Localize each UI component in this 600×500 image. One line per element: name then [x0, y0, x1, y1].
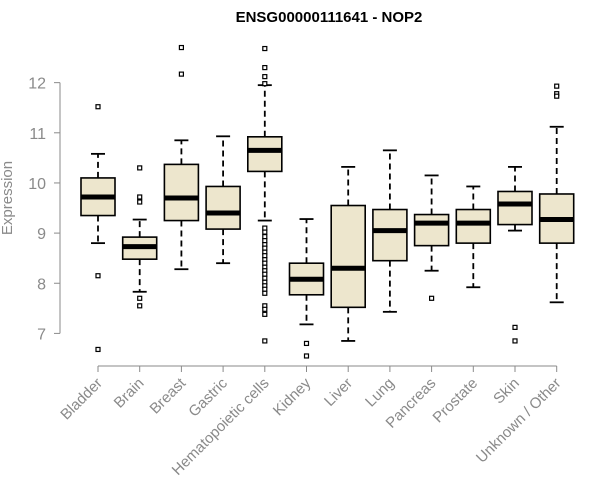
- y-axis: 7 8 9 10 11 12: [28, 76, 61, 343]
- outlier-point: [262, 271, 268, 277]
- outlier-point: [303, 340, 310, 347]
- box-group: [288, 218, 325, 359]
- box-group: [497, 165, 533, 344]
- x-tick-label: Lung: [362, 375, 398, 411]
- box-group: [163, 44, 200, 271]
- y-tick-label: 10: [28, 176, 46, 193]
- box-group: [205, 135, 241, 265]
- box-series: [80, 44, 575, 359]
- outlier-point: [262, 64, 268, 71]
- box: [413, 213, 450, 247]
- x-tick-label: Skin: [490, 375, 523, 408]
- box: [247, 136, 283, 173]
- outlier-point: [178, 71, 184, 77]
- box-group: [538, 83, 575, 304]
- box-group: [455, 185, 492, 289]
- chart-title: ENSG00000111641 - NOP2: [236, 9, 423, 26]
- outlier-point: [512, 324, 518, 330]
- outlier-point: [262, 286, 268, 292]
- y-tick-label: 8: [37, 276, 46, 293]
- outlier-point: [137, 295, 143, 301]
- outlier-point: [303, 353, 310, 359]
- box: [163, 163, 200, 222]
- outlier-point: [554, 83, 560, 89]
- box: [372, 208, 408, 262]
- outlier-point: [262, 45, 268, 52]
- x-tick-label: Kidney: [270, 374, 315, 419]
- box: [330, 204, 367, 309]
- outlier-point: [262, 229, 268, 235]
- outlier-point: [137, 199, 143, 205]
- outlier-point: [512, 338, 518, 344]
- outlier-point: [429, 295, 435, 301]
- box: [205, 185, 241, 230]
- outlier-point: [262, 238, 268, 244]
- outlier-point: [262, 245, 268, 251]
- outlier-point: [262, 306, 268, 312]
- outlier-point: [262, 290, 268, 296]
- box-group: [80, 104, 116, 353]
- outlier-point: [262, 234, 268, 240]
- outlier-point: [262, 74, 268, 80]
- outlier-point: [554, 93, 560, 99]
- box: [455, 208, 492, 244]
- y-tick-label: 9: [37, 226, 46, 243]
- y-tick-label: 11: [29, 126, 46, 143]
- outlier-point: [262, 260, 268, 266]
- x-tick-label: Brain: [111, 375, 148, 412]
- box-group: [247, 45, 283, 344]
- outlier-point: [262, 253, 268, 259]
- outlier-point: [262, 338, 268, 344]
- box-group: [372, 149, 408, 313]
- outlier-point: [137, 303, 143, 309]
- box-group: [121, 165, 158, 309]
- outlier-point: [262, 311, 268, 317]
- outlier-point: [262, 81, 268, 87]
- outlier-point: [137, 165, 143, 171]
- outlier-point: [178, 44, 184, 51]
- outlier-point: [137, 194, 143, 200]
- outlier-point: [262, 225, 268, 231]
- outlier-point: [262, 275, 268, 281]
- box-group: [413, 174, 450, 301]
- y-axis-label: Expression: [0, 161, 16, 235]
- outlier-point: [95, 104, 101, 110]
- box: [497, 190, 533, 226]
- x-tick-label: Breast: [147, 374, 190, 417]
- x-tick-label: Liver: [321, 375, 356, 410]
- outlier-point: [95, 273, 101, 279]
- box-group: [330, 165, 367, 342]
- y-tick-label: 12: [28, 76, 46, 93]
- y-tick-label: 7: [37, 326, 46, 343]
- outlier-point: [95, 346, 101, 353]
- x-tick-label: Bladder: [57, 375, 106, 424]
- x-tick-label: Prostate: [430, 375, 482, 427]
